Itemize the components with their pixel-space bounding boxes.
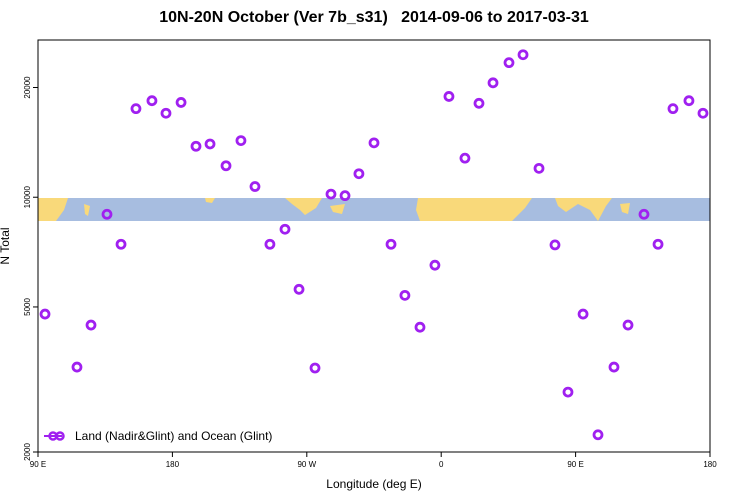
point xyxy=(683,95,695,107)
point xyxy=(249,181,261,192)
point xyxy=(293,283,305,295)
point xyxy=(85,319,97,331)
chart-title: 10N-20N October (Ver 7b_s31) 2014-09-06 … xyxy=(159,9,589,26)
point xyxy=(638,208,650,220)
point xyxy=(146,95,158,107)
point xyxy=(473,97,485,109)
y-tick-label: 5000 xyxy=(23,298,32,316)
point xyxy=(429,259,441,271)
point xyxy=(220,160,232,172)
point xyxy=(592,429,604,441)
point xyxy=(385,238,397,250)
point xyxy=(549,239,561,251)
point xyxy=(130,103,142,115)
point xyxy=(487,77,499,89)
point xyxy=(160,107,172,119)
point xyxy=(279,223,291,235)
point xyxy=(339,190,351,202)
point xyxy=(443,91,455,102)
point xyxy=(175,97,187,108)
x-tick-label: 90 E xyxy=(30,460,46,469)
point xyxy=(667,103,679,115)
point xyxy=(577,308,589,320)
x-tick-label: 90 E xyxy=(567,460,583,469)
point xyxy=(39,308,51,320)
x-tick-label: 180 xyxy=(703,460,717,469)
point xyxy=(533,162,545,174)
point xyxy=(562,386,574,398)
point xyxy=(204,138,216,150)
point xyxy=(622,319,634,331)
point xyxy=(190,140,202,152)
point xyxy=(353,168,365,180)
point xyxy=(697,107,709,119)
point xyxy=(309,362,321,374)
point xyxy=(608,361,620,373)
point xyxy=(71,361,83,373)
point xyxy=(652,238,664,250)
point xyxy=(325,188,337,200)
point xyxy=(115,238,127,250)
legend-label: Land (Nadir&Glint) and Ocean (Glint) xyxy=(75,429,272,443)
y-tick-label: 20000 xyxy=(23,76,32,99)
y-tick-label: 2000 xyxy=(23,443,32,461)
y-axis-label: N Total xyxy=(0,227,12,264)
legend-marker xyxy=(55,431,65,441)
x-tick-label: 90 W xyxy=(297,460,316,469)
point xyxy=(101,208,113,220)
plot-frame xyxy=(37,39,711,453)
point xyxy=(399,289,411,301)
x-tick-label: 180 xyxy=(166,460,180,469)
point xyxy=(459,152,471,164)
point xyxy=(368,137,380,149)
point xyxy=(264,238,276,250)
map-band xyxy=(38,198,710,221)
point xyxy=(235,135,247,147)
y-tick-label: 10000 xyxy=(23,186,32,209)
x-axis-label: Longitude (deg E) xyxy=(326,477,421,491)
point xyxy=(517,49,529,61)
point xyxy=(414,321,426,333)
x-tick-label: 0 xyxy=(439,460,444,469)
point xyxy=(503,57,515,69)
